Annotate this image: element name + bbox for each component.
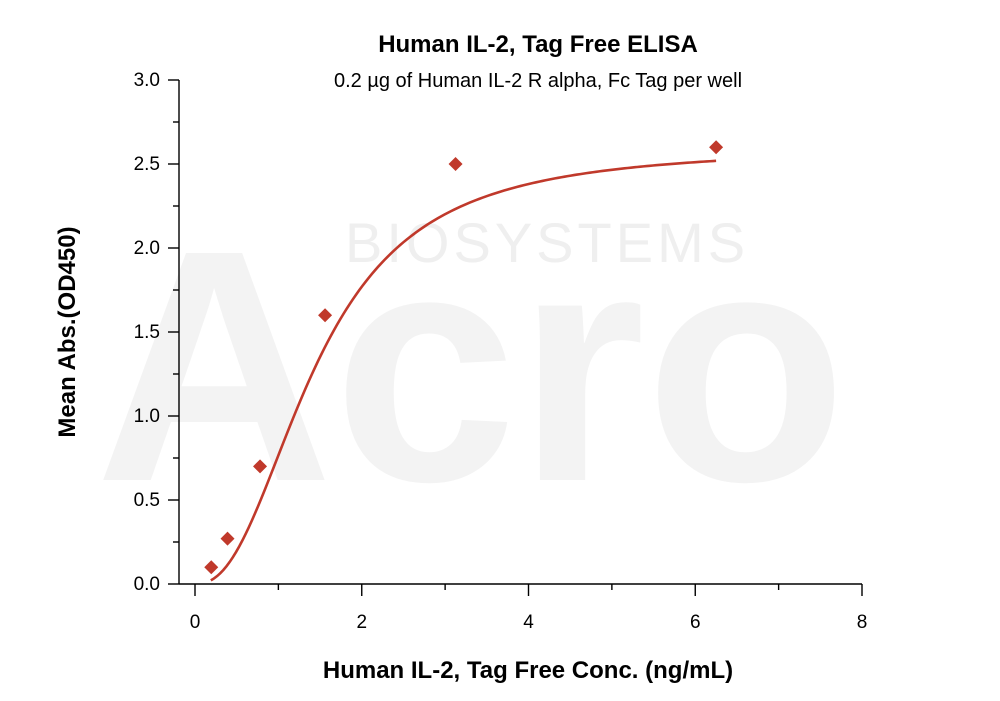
data-point-diamond [204, 560, 219, 575]
x-tick-label: 6 [690, 612, 701, 633]
data-point-diamond [220, 531, 235, 546]
x-axis-title: Human IL-2, Tag Free Conc. (ng/mL) [323, 657, 733, 684]
data-point-diamond [253, 459, 268, 474]
y-axis-ticks: 0.0 0.5 1.0 1.5 2.0 2.5 3.0 [134, 70, 179, 595]
x-tick-label: 4 [523, 612, 534, 633]
watermark-sub-text: BIOSYSTEMS [345, 211, 749, 274]
y-tick-label: 2.5 [134, 154, 160, 175]
x-tick-label: 8 [857, 612, 868, 633]
watermark-logo-text: Acro [95, 181, 847, 550]
chart-subtitle: 0.2 µg of Human IL-2 R alpha, Fc Tag per… [334, 70, 742, 92]
data-point-diamond [318, 308, 333, 323]
y-tick-label: 1.5 [134, 322, 160, 343]
y-axis-title: Mean Abs.(OD450) [54, 226, 81, 437]
y-tick-label: 2.0 [134, 238, 160, 259]
data-points [204, 140, 724, 575]
y-tick-label: 1.0 [134, 406, 160, 427]
y-tick-label: 3.0 [134, 70, 160, 91]
x-axis-ticks: 0 2 4 6 8 [190, 584, 868, 633]
x-tick-label: 0 [190, 612, 201, 633]
y-tick-label: 0.0 [134, 574, 160, 595]
chart-title: Human IL-2, Tag Free ELISA [378, 31, 698, 58]
watermark: Acro BIOSYSTEMS [95, 181, 847, 550]
data-point-diamond [709, 140, 724, 155]
y-tick-label: 0.5 [134, 490, 160, 511]
fit-curve [210, 159, 717, 582]
x-tick-label: 2 [356, 612, 367, 633]
data-point-diamond [448, 157, 463, 171]
